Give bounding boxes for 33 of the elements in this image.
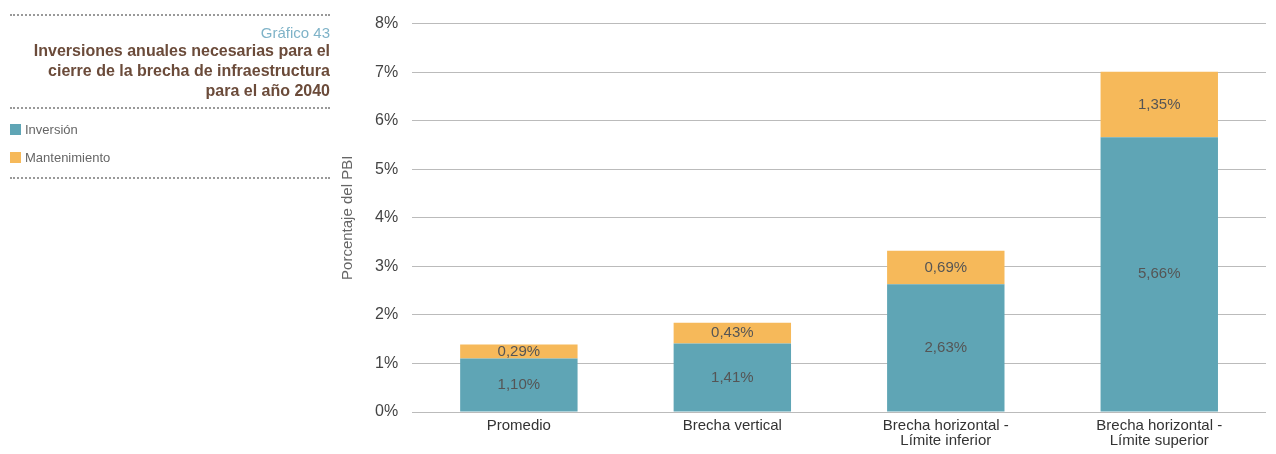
data-label: 2,63% <box>924 338 968 356</box>
bar <box>460 358 578 412</box>
y-tick-label: 0% <box>375 402 399 420</box>
y-tick-label: 2% <box>375 305 399 323</box>
bar <box>1100 137 1218 412</box>
bar <box>673 322 792 344</box>
y-tick-label: 3% <box>375 256 399 274</box>
bar <box>887 284 1005 412</box>
legend-label: Inversión <box>25 121 78 137</box>
y-tick-label: 7% <box>375 62 399 80</box>
x-tick-label: Brecha horizontal - Límite inferior <box>882 415 1009 448</box>
y-tick-label: 8% <box>375 14 399 32</box>
data-label: 0,29% <box>497 341 541 359</box>
data-label: 1,10% <box>497 375 541 393</box>
y-tick-label: 6% <box>375 111 399 129</box>
text: Inversiones anuales necesarias para el cierre de la brecha de infraestructura para el año 2040 <box>32 41 330 101</box>
legend-label: Mantenimiento <box>25 149 111 165</box>
y-axis-title: Porcentaje del PBI <box>338 155 356 280</box>
y-tick-label: 1% <box>375 353 399 371</box>
chart-subtitle: Gráfico 43 <box>259 24 330 41</box>
bar <box>673 343 792 412</box>
data-label: 0,43% <box>711 323 754 341</box>
data-label: 1,35% <box>1137 94 1181 112</box>
y-tick-label: 5% <box>375 159 399 177</box>
x-tick-label: Brecha horizontal - Límite superior <box>1096 415 1223 448</box>
x-tick-label: Promedio <box>486 415 551 433</box>
x-tick-label: Brecha vertical <box>682 415 782 433</box>
bar <box>1100 71 1218 138</box>
data-label: 1,41% <box>711 367 754 385</box>
bar <box>887 250 1005 285</box>
data-label: 0,69% <box>924 257 968 275</box>
data-label: 5,66% <box>1137 264 1181 282</box>
y-tick-label: 4% <box>375 208 399 226</box>
